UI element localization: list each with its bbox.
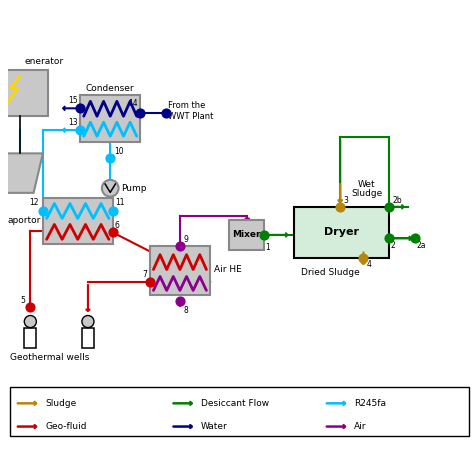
Text: 9: 9 [183, 236, 189, 245]
Point [27, 303, 34, 310]
Text: Dryer: Dryer [324, 228, 359, 237]
Text: 8: 8 [183, 306, 188, 315]
Point [146, 278, 154, 286]
Point [360, 254, 367, 262]
Text: 4: 4 [367, 260, 372, 269]
Text: Air HE: Air HE [214, 265, 242, 274]
FancyBboxPatch shape [24, 328, 36, 348]
Circle shape [82, 316, 94, 328]
Text: 10: 10 [114, 147, 124, 156]
Text: 7: 7 [143, 270, 147, 279]
FancyBboxPatch shape [150, 246, 210, 295]
Circle shape [102, 180, 118, 197]
Text: Wet: Wet [358, 180, 375, 189]
Text: enerator: enerator [24, 57, 64, 66]
FancyBboxPatch shape [294, 207, 389, 258]
FancyBboxPatch shape [10, 387, 469, 436]
Point [109, 228, 116, 236]
FancyBboxPatch shape [229, 220, 264, 250]
FancyBboxPatch shape [0, 70, 47, 116]
Point [260, 231, 267, 239]
Text: Water: Water [201, 422, 228, 431]
Text: aportor: aportor [7, 216, 41, 225]
Text: Geothermal wells: Geothermal wells [10, 353, 90, 362]
Text: Mixer: Mixer [232, 230, 260, 239]
Text: 11: 11 [115, 198, 124, 207]
Circle shape [24, 316, 36, 328]
Text: Pump: Pump [121, 184, 146, 193]
Text: 3: 3 [344, 196, 348, 205]
Point [411, 235, 419, 242]
Point [385, 203, 393, 210]
Text: 13: 13 [68, 118, 78, 128]
Text: Condenser: Condenser [86, 83, 135, 92]
Point [137, 109, 144, 117]
FancyBboxPatch shape [43, 198, 112, 244]
Point [385, 235, 393, 242]
Text: 2b: 2b [392, 196, 402, 205]
FancyBboxPatch shape [80, 95, 140, 142]
Text: 1: 1 [265, 243, 270, 252]
Text: Sludge: Sludge [352, 190, 383, 199]
Polygon shape [0, 154, 43, 193]
Point [162, 109, 170, 117]
Text: 12: 12 [30, 198, 39, 207]
FancyBboxPatch shape [82, 328, 94, 348]
Text: From the: From the [168, 100, 206, 109]
Text: R245fa: R245fa [354, 399, 386, 408]
Point [337, 203, 344, 210]
Text: Geo-fluid: Geo-fluid [45, 422, 87, 431]
Text: 2: 2 [391, 241, 396, 250]
Text: Dried Sludge: Dried Sludge [301, 268, 359, 277]
Point [176, 243, 184, 250]
Text: 6: 6 [115, 220, 120, 229]
Point [176, 297, 184, 304]
Text: 14: 14 [128, 100, 138, 109]
Text: Desiccant Flow: Desiccant Flow [201, 399, 269, 408]
Text: 15: 15 [68, 96, 78, 105]
Point [39, 207, 46, 214]
Point [76, 127, 84, 134]
Point [76, 105, 84, 112]
Text: WWT Plant: WWT Plant [168, 112, 214, 121]
Text: 2a: 2a [417, 241, 426, 250]
Text: 5: 5 [20, 296, 25, 305]
Point [107, 154, 114, 162]
Text: Air: Air [354, 422, 367, 431]
Point [109, 207, 116, 214]
Text: Sludge: Sludge [45, 399, 76, 408]
